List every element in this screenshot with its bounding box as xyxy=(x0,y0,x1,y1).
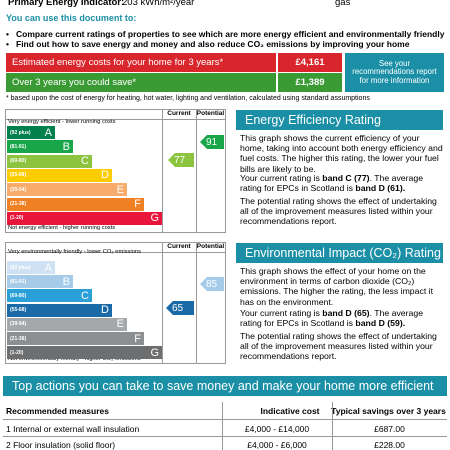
band-letter: A xyxy=(44,261,52,274)
col-header-cost: Indicative cost xyxy=(260,406,320,416)
rating-band-f: (21-38) F xyxy=(7,197,144,211)
ee-current-rating-text: Your current rating is band C (77). The … xyxy=(240,173,424,194)
rating-band-g: (1-20) G xyxy=(7,211,162,225)
energy-efficiency-title: Energy Efficiency Rating xyxy=(236,110,443,130)
rating-band-c: (69-80) C xyxy=(7,289,92,303)
table-row-saving: £228.00 xyxy=(374,440,405,450)
band-letter: A xyxy=(44,126,52,139)
band-letter: C xyxy=(81,155,89,168)
rating-band-d: (55-68) D xyxy=(7,168,112,182)
band-range: (69-80) xyxy=(10,292,27,299)
potential-rating-marker: 85 xyxy=(200,277,224,291)
band-range: (81-91) xyxy=(10,143,27,150)
band-letter: G xyxy=(150,346,159,359)
chart-top-label: Very environmentally friendly - lower CO… xyxy=(8,249,142,255)
band-letter: F xyxy=(134,198,141,210)
current-rating-marker: 77 xyxy=(168,153,194,167)
potential-column-header: Potential xyxy=(196,110,225,117)
band-range: (81-91) xyxy=(10,278,27,285)
col-header-measures: Recommended measures xyxy=(6,406,109,416)
band-letter: D xyxy=(101,169,109,182)
band-letter: E xyxy=(116,183,124,196)
estimated-cost-label: Estimated energy costs for your home for… xyxy=(6,53,276,72)
rating-band-g: (1-20) G xyxy=(7,346,162,360)
cost-footnote: * based upon the cost of energy for heat… xyxy=(6,95,370,102)
band-range: (55-68) xyxy=(10,172,27,179)
intro-bullet: • Find out how to save energy and money a… xyxy=(6,39,410,49)
band-range: (1-20) xyxy=(10,215,24,222)
fuel-type: gas xyxy=(335,0,351,8)
band-range: (21-38) xyxy=(10,335,27,342)
table-row-measure: 1 Internal or external wall insulation xyxy=(6,424,140,434)
band-letter: D xyxy=(101,304,109,317)
band-letter: E xyxy=(116,318,124,331)
rating-band-d: (55-68) D xyxy=(7,303,112,317)
band-letter: B xyxy=(62,140,70,153)
rating-band-a: (92 plus) A xyxy=(7,261,55,274)
intro-bullet: • Compare current ratings of properties t… xyxy=(6,29,445,39)
rating-band-b: (81-91) B xyxy=(7,140,73,154)
ei-description: This graph shows the effect of your home… xyxy=(240,266,433,307)
band-letter: C xyxy=(81,289,89,302)
table-row-saving: £687.00 xyxy=(374,424,405,434)
band-range: (21-38) xyxy=(10,201,27,207)
ee-description: This graph shows the current efficiency … xyxy=(240,133,443,174)
rating-band-e: (39-54) E xyxy=(7,317,127,331)
potential-column-header: Potential xyxy=(196,243,225,250)
energy-efficiency-chart: Current Potential Very energy efficient … xyxy=(5,109,226,233)
rating-band-b: (81-91) B xyxy=(7,275,73,289)
savings-label: Over 3 years you could save* xyxy=(6,73,276,92)
rating-band-e: (39-54) E xyxy=(7,183,127,197)
chart-bottom-label: Not energy efficient - higher running co… xyxy=(8,225,116,231)
ei-potential-text: The potential rating shows the effect of… xyxy=(240,331,437,362)
primary-energy-label: Primary Energy Indicator: xyxy=(8,0,125,8)
potential-rating-marker: 91 xyxy=(200,135,224,149)
band-range: (39-54) xyxy=(10,186,27,193)
intro-heading: You can use this document to: xyxy=(6,13,137,23)
rating-band-c: (69-80) C xyxy=(7,154,92,168)
band-range: (69-80) xyxy=(10,158,27,165)
band-letter: G xyxy=(150,212,159,225)
current-column-header: Current xyxy=(167,243,191,250)
band-range: (39-54) xyxy=(10,321,27,328)
estimated-cost-value: £4,161 xyxy=(278,53,342,72)
band-range: (92 plus) xyxy=(10,264,31,271)
rating-band-a: (92 plus) A xyxy=(7,126,55,139)
rating-band-f: (21-38) F xyxy=(7,332,144,345)
band-letter: B xyxy=(62,275,70,288)
ee-potential-text: The potential rating shows the effect of… xyxy=(240,196,437,227)
recommendations-note: See your recommendations report for more… xyxy=(345,53,444,92)
current-rating-marker: 65 xyxy=(166,301,194,315)
savings-value: £1,389 xyxy=(278,73,342,92)
table-row-cost: £4,000 - £6,000 xyxy=(247,440,307,450)
band-range: (92 plus) xyxy=(10,129,31,136)
table-row-measure: 2 Floor insulation (solid floor) xyxy=(6,440,116,450)
band-range: (55-68) xyxy=(10,307,27,314)
band-letter: F xyxy=(134,332,141,345)
top-actions-title: Top actions you can take to save money a… xyxy=(3,376,447,396)
table-row-cost: £4,000 - £14,000 xyxy=(244,424,310,434)
environmental-impact-title: Environmental Impact (CO₂) Rating xyxy=(236,243,443,263)
primary-energy-value: 203 kWh/m²/year xyxy=(122,0,195,8)
environmental-impact-chart: Current Potential Very environmentally f… xyxy=(5,242,226,364)
ei-current-rating-text: Your current rating is band D (65). The … xyxy=(240,308,424,329)
band-range: (1-20) xyxy=(10,349,24,356)
chart-top-label: Very energy efficient - lower running co… xyxy=(8,119,116,125)
col-header-savings: Typical savings over 3 years xyxy=(331,406,446,416)
current-column-header: Current xyxy=(167,110,191,117)
